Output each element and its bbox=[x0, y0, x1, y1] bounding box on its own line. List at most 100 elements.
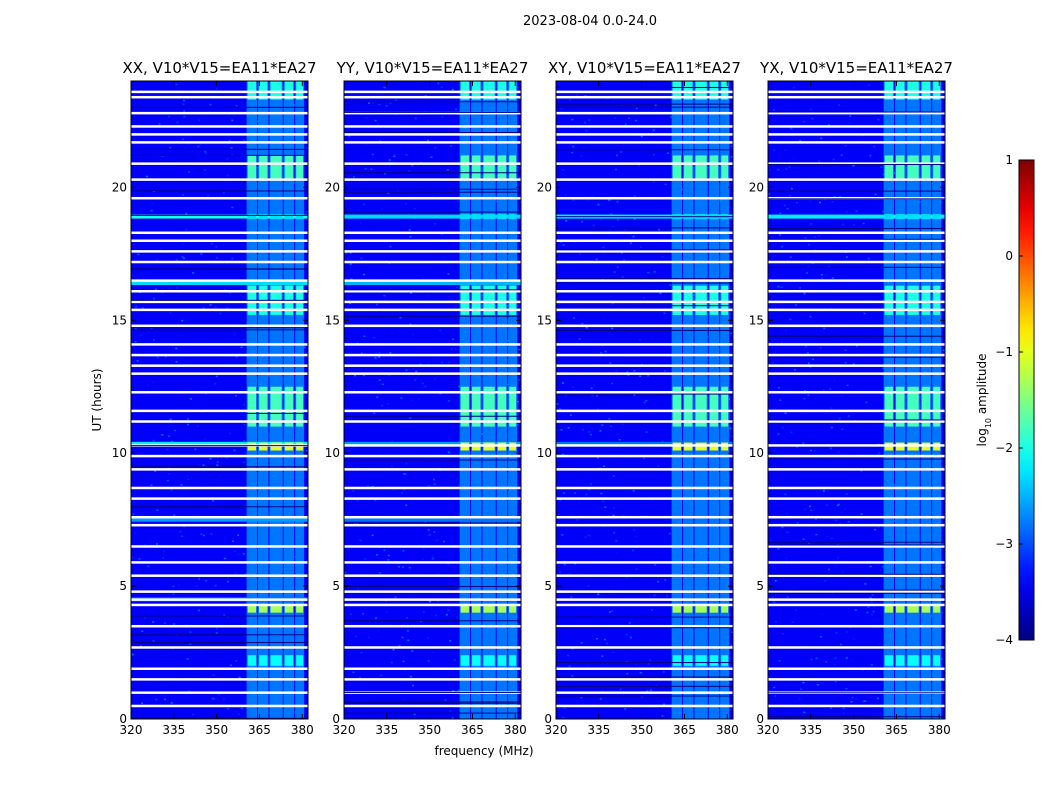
noise-pixel bbox=[428, 600, 431, 603]
noise-pixel bbox=[506, 491, 509, 493]
noise-pixel bbox=[616, 219, 619, 221]
noise-pixel bbox=[230, 108, 233, 111]
noise-pixel bbox=[238, 676, 241, 679]
noise-pixel bbox=[666, 509, 669, 512]
noise-pixel bbox=[399, 317, 402, 319]
noise-pixel bbox=[785, 168, 788, 170]
noise-pixel bbox=[435, 614, 437, 617]
dark-row bbox=[131, 214, 308, 216]
noise-pixel bbox=[563, 560, 565, 562]
rfi-event bbox=[472, 655, 481, 666]
noise-pixel bbox=[430, 540, 433, 543]
noise-pixel bbox=[207, 648, 210, 650]
noise-pixel bbox=[413, 207, 416, 210]
noise-pixel bbox=[373, 147, 375, 149]
noise-pixel bbox=[796, 388, 799, 390]
flagged-row bbox=[556, 250, 733, 253]
noise-pixel bbox=[588, 488, 591, 491]
noise-pixel bbox=[572, 145, 575, 148]
noise-pixel bbox=[394, 596, 397, 598]
noise-pixel bbox=[144, 617, 146, 619]
noise-pixel bbox=[374, 119, 377, 122]
noise-pixel bbox=[607, 368, 610, 370]
noise-pixel bbox=[815, 297, 818, 299]
noise-pixel bbox=[628, 117, 630, 119]
noise-pixel bbox=[150, 696, 153, 698]
noise-pixel bbox=[192, 146, 195, 149]
flagged-row bbox=[131, 95, 308, 99]
dark-row bbox=[556, 86, 733, 88]
noise-pixel bbox=[347, 448, 350, 450]
heatmap-panel-3 bbox=[556, 81, 733, 719]
noise-pixel bbox=[632, 490, 635, 492]
noise-pixel bbox=[880, 166, 883, 168]
noise-pixel bbox=[837, 556, 840, 559]
noise-pixel bbox=[778, 660, 781, 662]
noise-pixel bbox=[806, 641, 809, 643]
noise-pixel bbox=[595, 395, 598, 397]
x-tick-label: 380 bbox=[504, 723, 527, 737]
noise-pixel bbox=[410, 292, 413, 294]
noise-pixel bbox=[791, 669, 794, 672]
noise-pixel bbox=[597, 457, 599, 459]
rfi-event bbox=[497, 285, 507, 315]
noise-pixel bbox=[238, 417, 241, 420]
noise-pixel bbox=[833, 415, 836, 417]
noise-pixel bbox=[418, 550, 421, 553]
noise-pixel bbox=[830, 537, 833, 539]
noise-pixel bbox=[579, 316, 582, 318]
noise-pixel bbox=[374, 357, 377, 359]
noise-pixel bbox=[567, 333, 570, 335]
flagged-row bbox=[768, 523, 945, 527]
noise-pixel bbox=[427, 262, 430, 265]
noise-pixel bbox=[942, 124, 945, 126]
noise-pixel bbox=[268, 708, 270, 710]
noise-pixel bbox=[150, 501, 152, 503]
noise-pixel bbox=[876, 706, 879, 709]
noise-pixel bbox=[774, 580, 777, 582]
noise-pixel bbox=[800, 688, 803, 690]
x-tick-label: 365 bbox=[248, 723, 271, 737]
rfi-event bbox=[509, 81, 517, 100]
noise-pixel bbox=[204, 169, 207, 171]
noise-pixel bbox=[293, 104, 296, 106]
noise-pixel bbox=[198, 119, 201, 122]
noise-pixel bbox=[225, 457, 228, 459]
noise-pixel bbox=[624, 123, 627, 126]
noise-pixel bbox=[349, 252, 352, 254]
noise-pixel bbox=[789, 127, 792, 129]
noise-pixel bbox=[815, 518, 817, 521]
noise-pixel bbox=[604, 687, 607, 689]
noise-pixel bbox=[458, 175, 461, 178]
noise-pixel bbox=[303, 346, 306, 348]
noise-pixel bbox=[245, 573, 248, 575]
noise-pixel bbox=[370, 642, 373, 644]
noise-pixel bbox=[367, 636, 370, 639]
flagged-row bbox=[344, 391, 521, 394]
noise-pixel bbox=[642, 457, 645, 460]
noise-pixel bbox=[730, 644, 733, 647]
noise-pixel bbox=[408, 170, 411, 172]
noise-pixel bbox=[629, 242, 632, 245]
rfi-event bbox=[497, 81, 507, 100]
noise-pixel bbox=[360, 117, 363, 120]
noise-pixel bbox=[207, 194, 210, 197]
noise-pixel bbox=[877, 119, 880, 121]
rfi-event bbox=[921, 285, 931, 315]
noise-pixel bbox=[610, 610, 613, 612]
noise-pixel bbox=[156, 509, 159, 511]
noise-pixel bbox=[450, 348, 453, 350]
noise-pixel bbox=[357, 209, 360, 212]
noise-pixel bbox=[593, 384, 596, 386]
noise-pixel bbox=[819, 346, 822, 349]
flagged-row bbox=[556, 343, 733, 346]
noise-pixel bbox=[819, 252, 822, 255]
flagged-row bbox=[768, 603, 945, 607]
rfi-event bbox=[884, 386, 894, 427]
dark-row bbox=[768, 592, 945, 594]
rfi-event bbox=[709, 604, 719, 613]
broadband-row bbox=[344, 214, 521, 219]
noise-pixel bbox=[851, 696, 854, 699]
rfi-event bbox=[695, 655, 707, 666]
noise-pixel bbox=[669, 284, 672, 286]
